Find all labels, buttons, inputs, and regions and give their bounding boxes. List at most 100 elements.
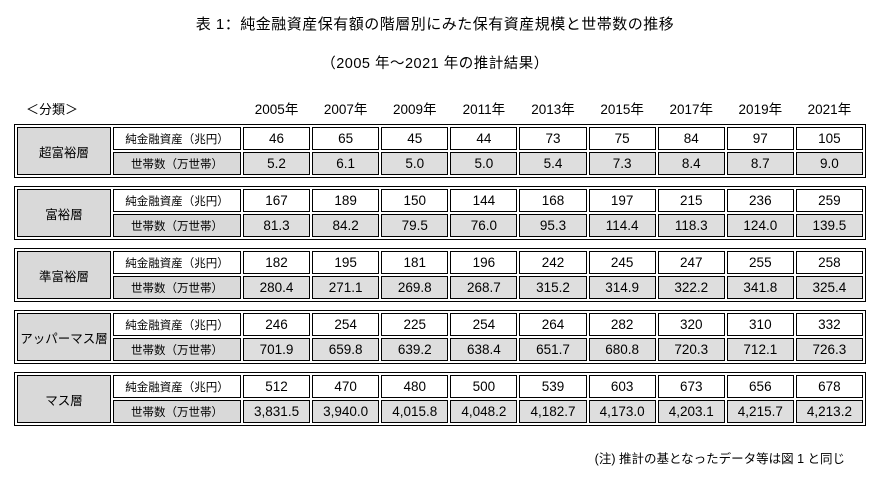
value-cell: 269.8 <box>381 276 449 299</box>
value-cell: 182 <box>243 251 311 274</box>
households-row: 世帯数（万世帯） 5.2 6.1 5.0 5.0 5.4 7.3 8.4 8.7 9.0 <box>113 152 863 175</box>
value-cell: 245 <box>588 251 656 274</box>
table-body: 超富裕層 純金融資産（兆円） 46 65 45 44 73 75 84 97 105 世帯数（万世帯）… <box>14 124 866 426</box>
value-cell: 638.4 <box>450 338 518 361</box>
value-cell: 651.7 <box>519 338 587 361</box>
value-cell: 4,213.2 <box>795 400 863 423</box>
value-cell: 720.3 <box>657 338 725 361</box>
table-header-row: ＜分類＞ 2005年 2007年 2009年 2011年 2013年 2015年 2017年… <box>14 98 866 118</box>
value-cell: 5.0 <box>381 152 449 175</box>
value-cell: 4,182.7 <box>519 400 587 423</box>
value-cell: 673 <box>657 375 725 398</box>
wealth-table: ＜分類＞ 2005年 2007年 2009年 2011年 2013年 2015年 2017年… <box>14 98 866 434</box>
asset-row: 純金融資産（兆円） 46 65 45 44 73 75 84 97 105 <box>113 127 863 150</box>
value-cell: 84 <box>657 127 725 150</box>
value-cell: 181 <box>381 251 449 274</box>
value-cell: 196 <box>450 251 518 274</box>
value-cell: 310 <box>726 313 794 336</box>
value-cell: 95.3 <box>519 214 587 237</box>
value-cell: 5.0 <box>450 152 518 175</box>
value-cell: 8.4 <box>657 152 725 175</box>
value-cell: 4,048.2 <box>450 400 518 423</box>
year-header-2015: 2015年 <box>600 102 644 117</box>
value-cell: 268.7 <box>450 276 518 299</box>
row-label: 純金融資産（兆円） <box>113 189 241 212</box>
row-group-3: 準富裕層 純金融資産（兆円） 182 195 181 196 242 245 247 255 258… <box>14 248 866 302</box>
value-cell: 320 <box>657 313 725 336</box>
value-cell: 315.2 <box>519 276 587 299</box>
value-cell: 7.3 <box>588 152 656 175</box>
value-cell: 712.1 <box>726 338 794 361</box>
value-cell: 75 <box>588 127 656 150</box>
value-cell: 5.2 <box>243 152 311 175</box>
category-cell: 富裕層 <box>17 189 111 237</box>
row-label: 世帯数（万世帯） <box>113 338 241 361</box>
value-cell: 97 <box>726 127 794 150</box>
value-cell: 46 <box>243 127 311 150</box>
value-cell: 264 <box>519 313 587 336</box>
class-header-label: ＜分類＞ <box>26 101 79 117</box>
value-cell: 168 <box>519 189 587 212</box>
value-cell: 150 <box>381 189 449 212</box>
value-cell: 45 <box>381 127 449 150</box>
value-cell: 4,173.0 <box>588 400 656 423</box>
value-cell: 701.9 <box>243 338 311 361</box>
households-row: 世帯数（万世帯） 81.3 84.2 79.5 76.0 95.3 114.4 118.3 12… <box>113 214 863 237</box>
asset-row: 純金融資産（兆円） 182 195 181 196 242 245 247 255 258 <box>113 251 863 274</box>
value-cell: 8.7 <box>726 152 794 175</box>
value-cell: 254 <box>312 313 380 336</box>
year-header-2017: 2017年 <box>669 102 713 117</box>
value-cell: 470 <box>312 375 380 398</box>
value-cell: 603 <box>588 375 656 398</box>
year-header-2013: 2013年 <box>531 102 575 117</box>
category-cell: アッパーマス層 <box>17 313 111 361</box>
value-cell: 659.8 <box>312 338 380 361</box>
year-header-2021: 2021年 <box>807 102 852 117</box>
value-cell: 656 <box>726 375 794 398</box>
row-label: 世帯数（万世帯） <box>113 152 241 175</box>
value-cell: 236 <box>726 189 794 212</box>
value-cell: 258 <box>795 251 863 274</box>
value-cell: 325.4 <box>795 276 863 299</box>
value-cell: 197 <box>588 189 656 212</box>
asset-row: 純金融資産（兆円） 246 254 225 254 264 282 320 310 332 <box>113 313 863 336</box>
value-cell: 255 <box>726 251 794 274</box>
year-header-2009: 2009年 <box>393 102 437 117</box>
value-cell: 195 <box>312 251 380 274</box>
value-cell: 81.3 <box>243 214 311 237</box>
asset-row: 純金融資産（兆円） 512 470 480 500 539 603 673 656 678 <box>113 375 863 398</box>
value-cell: 341.8 <box>726 276 794 299</box>
value-cell: 9.0 <box>795 152 863 175</box>
row-label: 純金融資産（兆円） <box>113 127 241 150</box>
value-cell: 247 <box>657 251 725 274</box>
row-label: 純金融資産（兆円） <box>113 313 241 336</box>
value-cell: 332 <box>795 313 863 336</box>
value-cell: 3,831.5 <box>243 400 311 423</box>
value-cell: 726.3 <box>795 338 863 361</box>
value-cell: 3,940.0 <box>312 400 380 423</box>
footnote: (注) 推計の基となったデータ等は図 1 と同じ <box>594 452 845 466</box>
value-cell: 246 <box>243 313 311 336</box>
asset-row: 純金融資産（兆円） 167 189 150 144 168 197 215 236 259 <box>113 189 863 212</box>
value-cell: 65 <box>312 127 380 150</box>
value-cell: 215 <box>657 189 725 212</box>
value-cell: 139.5 <box>795 214 863 237</box>
value-cell: 225 <box>381 313 449 336</box>
value-cell: 280.4 <box>243 276 311 299</box>
value-cell: 259 <box>795 189 863 212</box>
value-cell: 124.0 <box>726 214 794 237</box>
year-header-2019: 2019年 <box>738 102 783 117</box>
value-cell: 254 <box>450 313 518 336</box>
value-cell: 79.5 <box>381 214 449 237</box>
value-cell: 512 <box>243 375 311 398</box>
table-title: 表 1：純金融資産保有額の階層別にみた保有資産規模と世帯数の推移 <box>195 16 675 33</box>
value-cell: 242 <box>519 251 587 274</box>
households-row: 世帯数（万世帯） 280.4 271.1 269.8 268.7 315.2 314.9 32… <box>113 276 863 299</box>
value-cell: 44 <box>450 127 518 150</box>
year-header-2011: 2011年 <box>462 102 506 117</box>
year-header-2007: 2007年 <box>323 102 368 117</box>
category-cell: マス層 <box>17 375 111 423</box>
value-cell: 314.9 <box>588 276 656 299</box>
value-cell: 167 <box>243 189 311 212</box>
value-cell: 322.2 <box>657 276 725 299</box>
